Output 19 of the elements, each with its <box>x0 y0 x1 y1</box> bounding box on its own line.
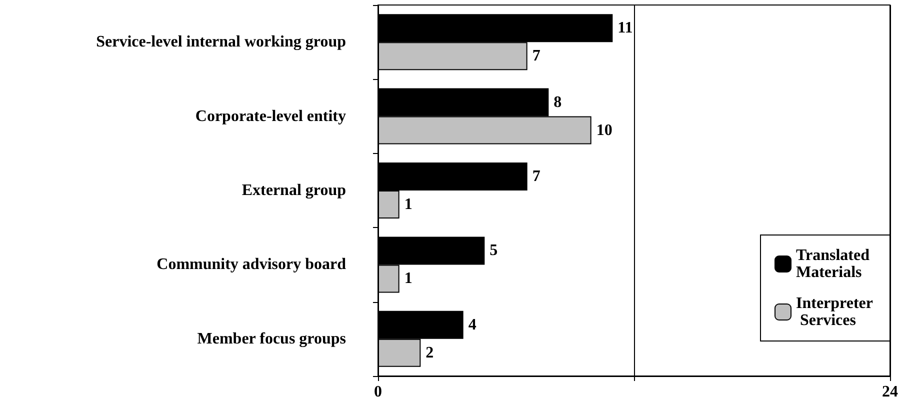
data-label: 10 <box>596 122 612 139</box>
y-tick-label: Service-level internal working group <box>96 34 346 51</box>
data-label: 7 <box>532 48 540 65</box>
y-tick-label: External group <box>242 182 346 199</box>
data-label: 7 <box>532 168 540 185</box>
data-label: 5 <box>490 242 498 260</box>
data-label: 4 <box>468 316 476 334</box>
y-tick-label: Community advisory board <box>156 256 346 274</box>
data-label: 1 <box>404 270 412 288</box>
data-label: 11 <box>618 20 633 37</box>
legend-label: Interpreter Services <box>796 295 873 329</box>
legend-label: Translated Materials <box>796 247 874 281</box>
data-label: 8 <box>554 94 562 111</box>
y-tick-label: Member focus groups <box>197 330 346 348</box>
x-tick-label: 0 <box>374 384 382 400</box>
data-label: 1 <box>404 196 412 213</box>
y-tick-label: Corporate-level entity <box>195 108 346 125</box>
data-label: 2 <box>426 344 434 362</box>
x-tick-label: 24 <box>882 384 898 400</box>
